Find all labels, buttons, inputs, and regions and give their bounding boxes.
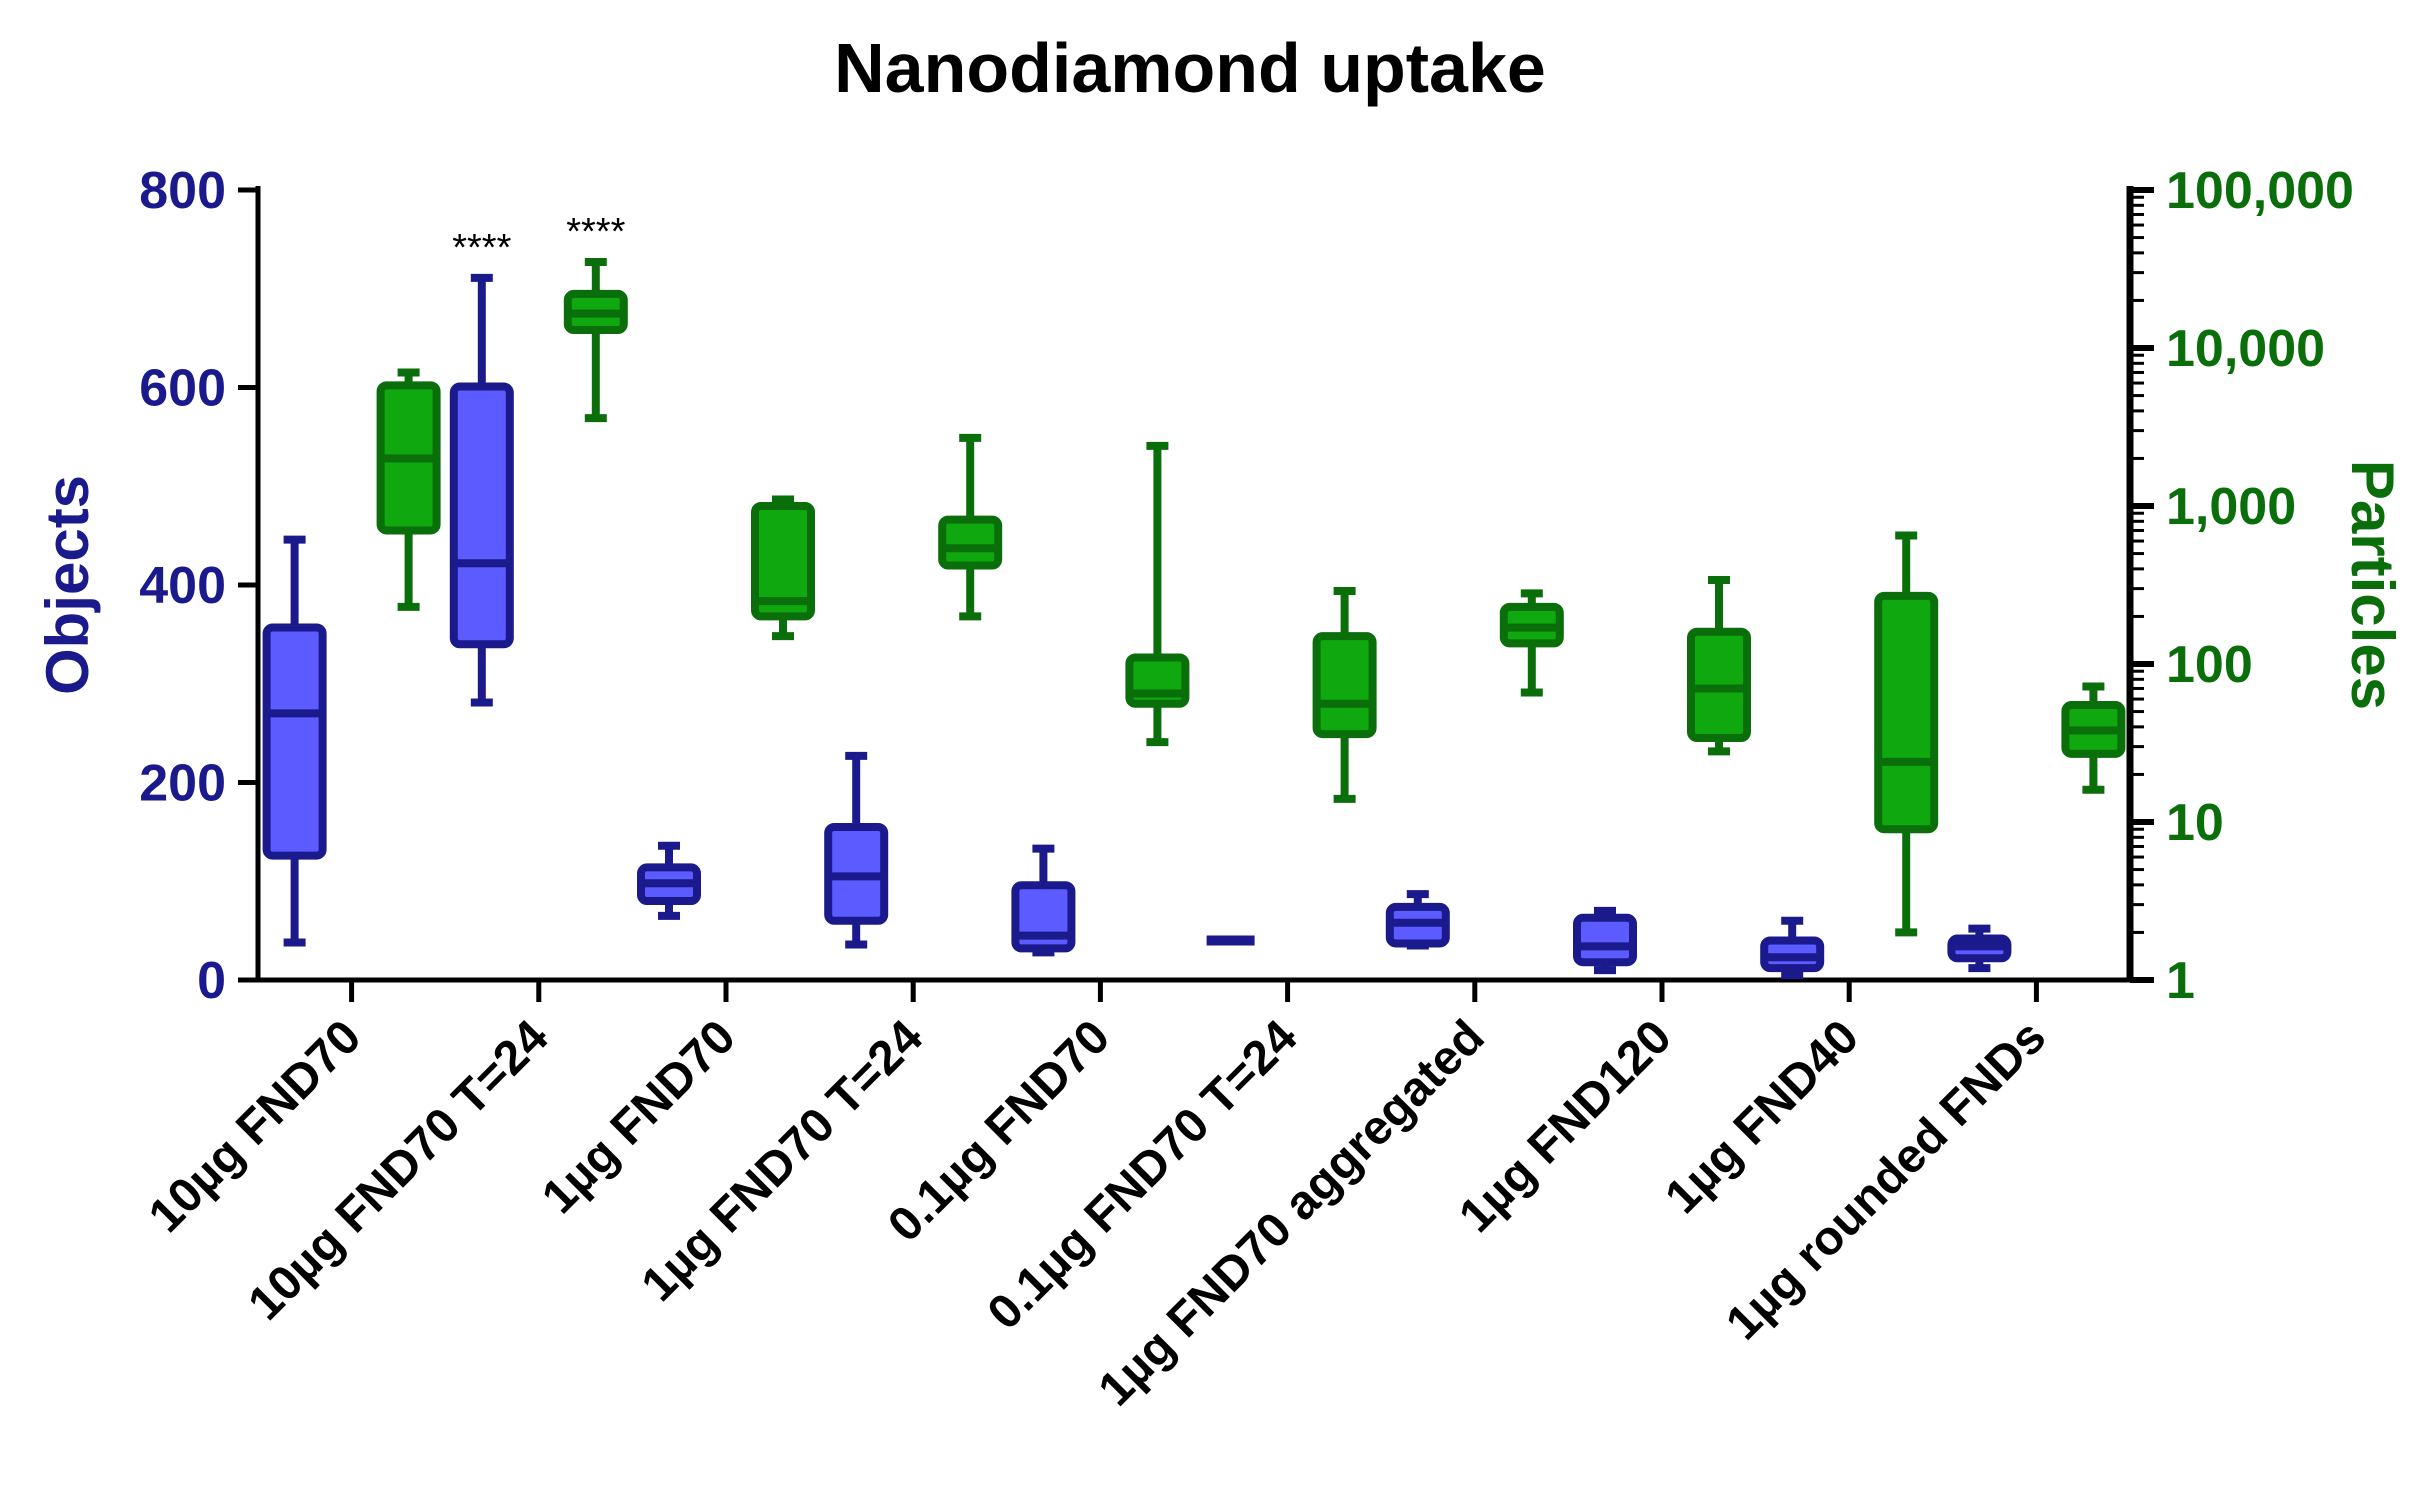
box-particles bbox=[2061, 682, 2126, 794]
left-axis-tick-label: 400 bbox=[139, 557, 226, 615]
right-y-axis: 1 10 100 1,000 10,000 100,000 bbox=[2126, 162, 2354, 1010]
box-objects bbox=[1573, 906, 1637, 975]
x-axis-tick-label: 1µg FND70 aggregated bbox=[1089, 1010, 1495, 1416]
box-objects bbox=[449, 273, 514, 707]
left-y-axis: 0 200 400 600 800 bbox=[139, 162, 261, 1010]
significance-marker: **** bbox=[452, 227, 511, 269]
box-particles bbox=[938, 433, 1003, 621]
box-particles bbox=[1125, 441, 1190, 747]
box-iqr bbox=[938, 515, 1003, 570]
x-axis-tick-label: 1µg rounded FNDs bbox=[1716, 1010, 2056, 1350]
chart-title: Nanodiamond uptake bbox=[834, 29, 1546, 107]
right-axis-tick-label: 1 bbox=[2166, 952, 2195, 1010]
left-axis-tick-label: 200 bbox=[139, 755, 226, 813]
right-axis-tick-label: 10 bbox=[2166, 794, 2224, 852]
significance-marker: **** bbox=[566, 211, 625, 253]
box-objects bbox=[1011, 844, 1076, 957]
box-iqr bbox=[262, 623, 327, 860]
box-particles bbox=[1687, 576, 1751, 756]
box-objects bbox=[637, 841, 701, 920]
left-axis-tick-label: 0 bbox=[197, 952, 226, 1010]
box-objects bbox=[1947, 924, 2012, 973]
box-iqr bbox=[449, 382, 514, 649]
right-y-axis-title: Particles bbox=[2339, 460, 2406, 710]
right-axis-tick-label: 100 bbox=[2166, 636, 2253, 694]
box-objects bbox=[1385, 890, 1450, 950]
right-axis-tick-label: 10,000 bbox=[2166, 320, 2325, 378]
left-y-axis-title: Objects bbox=[34, 475, 101, 695]
box-series-group bbox=[262, 258, 2126, 980]
box-iqr bbox=[1874, 591, 1939, 834]
box-particles bbox=[376, 368, 441, 611]
box-particles bbox=[751, 495, 815, 641]
left-axis-tick-label: 800 bbox=[139, 162, 226, 220]
right-axis-tick-label: 100,000 bbox=[2166, 162, 2354, 220]
left-axis-tick-label: 600 bbox=[139, 360, 226, 418]
box-iqr bbox=[751, 502, 815, 621]
box-particles bbox=[1312, 586, 1377, 803]
box-particles bbox=[1874, 531, 1939, 937]
box-particles bbox=[1499, 589, 1564, 697]
significance-annotations: **** **** bbox=[452, 211, 625, 269]
box-particles bbox=[563, 258, 628, 423]
box-objects bbox=[1760, 916, 1825, 980]
box-iqr bbox=[1312, 632, 1377, 739]
box-iqr bbox=[1573, 913, 1637, 967]
x-axis-tick-label: 0.1µg FND70 T=24 bbox=[978, 1010, 1308, 1340]
right-axis-tick-label: 1,000 bbox=[2166, 478, 2296, 536]
box-objects bbox=[262, 535, 327, 947]
box-objects bbox=[824, 751, 889, 949]
